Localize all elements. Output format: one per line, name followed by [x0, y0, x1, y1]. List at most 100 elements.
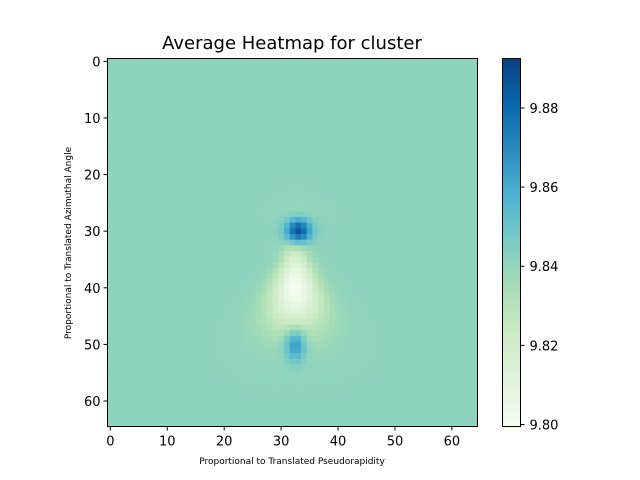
heatmap-cell [227, 369, 234, 376]
heatmap-cell [198, 58, 205, 65]
heatmap-cell [403, 330, 410, 337]
heatmap-cell [352, 200, 359, 207]
heatmap-cell [164, 330, 171, 337]
heatmap-cell [153, 205, 160, 212]
heatmap-cell [386, 267, 393, 274]
heatmap-cell [118, 132, 125, 139]
heatmap-cell [449, 239, 456, 246]
heatmap-cell [335, 200, 342, 207]
heatmap-cell [283, 313, 290, 320]
y-tick-label: 60 [84, 395, 101, 410]
heatmap-cell [175, 352, 182, 359]
heatmap-cell [130, 381, 137, 388]
heatmap-cell [375, 115, 382, 122]
heatmap-cell [414, 234, 421, 241]
heatmap-cell [147, 166, 154, 173]
heatmap-cell [403, 69, 410, 76]
heatmap-cell [227, 103, 234, 110]
heatmap-cell [272, 324, 279, 331]
heatmap-cell [460, 420, 467, 427]
heatmap-cell [466, 415, 473, 422]
heatmap-cell [170, 75, 177, 82]
heatmap-cell [397, 256, 404, 263]
heatmap-cell [323, 166, 330, 173]
heatmap-cell [158, 364, 165, 371]
heatmap-cell [289, 64, 296, 71]
heatmap-cell [431, 250, 438, 257]
heatmap-cell [107, 166, 114, 173]
heatmap-cell [375, 262, 382, 269]
heatmap-cell [272, 313, 279, 320]
heatmap-cell [118, 92, 125, 99]
heatmap-cell [232, 234, 239, 241]
heatmap-cell [318, 262, 325, 269]
heatmap-cell [323, 369, 330, 376]
heatmap-cell [187, 234, 194, 241]
heatmap-cell [130, 284, 137, 291]
heatmap-cell [392, 409, 399, 416]
heatmap-cell [460, 330, 467, 337]
heatmap-cell [192, 375, 199, 382]
heatmap-cell [261, 409, 268, 416]
heatmap-cell [392, 149, 399, 156]
heatmap-cell [249, 262, 256, 269]
heatmap-cell [409, 132, 416, 139]
heatmap-cell [164, 194, 171, 201]
heatmap-cell [107, 120, 114, 127]
heatmap-cell [471, 132, 478, 139]
heatmap-cell [375, 250, 382, 257]
heatmap-cell [318, 267, 325, 274]
heatmap-cell [181, 409, 188, 416]
y-tick-label: 50 [84, 338, 101, 353]
heatmap-cell [130, 267, 137, 274]
heatmap-cell [261, 262, 268, 269]
heatmap-cell [289, 250, 296, 257]
heatmap-cell [238, 120, 245, 127]
heatmap-cell [164, 347, 171, 354]
heatmap-cell [261, 143, 268, 150]
heatmap-cell [301, 239, 308, 246]
heatmap-cell [380, 375, 387, 382]
heatmap-cell [295, 205, 302, 212]
heatmap-cell [346, 415, 353, 422]
heatmap-cell [471, 415, 478, 422]
heatmap-cell [403, 200, 410, 207]
heatmap-cell [335, 81, 342, 88]
heatmap-cell [198, 341, 205, 348]
heatmap-cell [272, 347, 279, 354]
heatmap-cell [352, 177, 359, 184]
heatmap-cell [426, 290, 433, 297]
heatmap-cell [135, 358, 142, 365]
heatmap-cell [403, 211, 410, 218]
heatmap-cell [392, 256, 399, 263]
heatmap-cell [232, 256, 239, 263]
heatmap-cell [227, 81, 234, 88]
heatmap-cell [301, 415, 308, 422]
heatmap-cell [289, 375, 296, 382]
heatmap-cell [175, 290, 182, 297]
heatmap-cell [153, 341, 160, 348]
heatmap-cell [158, 120, 165, 127]
heatmap-cell [209, 369, 216, 376]
heatmap-cell [454, 352, 461, 359]
heatmap-cell [318, 398, 325, 405]
heatmap-cell [130, 58, 137, 65]
heatmap-cell [232, 290, 239, 297]
heatmap-cell [357, 335, 364, 342]
heatmap-cell [130, 375, 137, 382]
heatmap-cell [466, 103, 473, 110]
heatmap-cell [238, 279, 245, 286]
heatmap-cell [340, 352, 347, 359]
heatmap-cell [306, 217, 313, 224]
heatmap-cell [443, 239, 450, 246]
heatmap-cell [449, 188, 456, 195]
heatmap-cell [363, 75, 370, 82]
heatmap-cell [323, 126, 330, 133]
heatmap-cell [460, 386, 467, 393]
heatmap-cell [352, 143, 359, 150]
heatmap-cell [318, 245, 325, 252]
heatmap-cell [449, 409, 456, 416]
heatmap-cell [312, 245, 319, 252]
heatmap-cell [227, 132, 234, 139]
heatmap-cell [283, 217, 290, 224]
